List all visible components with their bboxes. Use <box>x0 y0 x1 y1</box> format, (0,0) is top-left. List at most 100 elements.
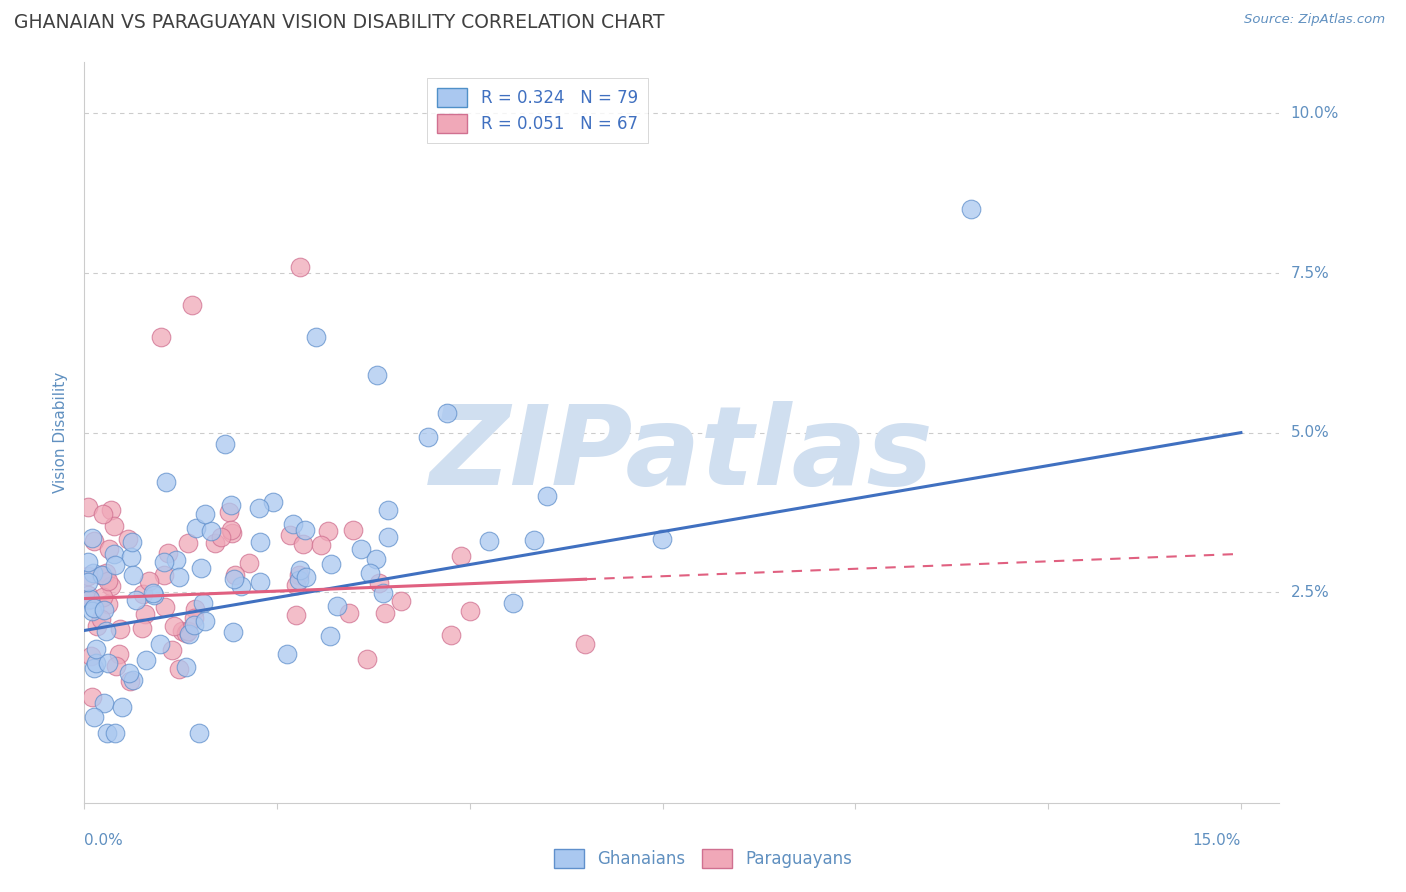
Point <box>262 495 284 509</box>
Point <box>176 660 198 674</box>
Point <box>90 568 112 582</box>
Point <box>218 505 240 519</box>
Point <box>249 575 271 590</box>
Point <box>288 568 311 582</box>
Point <box>97 657 120 671</box>
Point <box>93 602 115 616</box>
Point <box>219 498 242 512</box>
Point <box>153 555 176 569</box>
Point <box>117 533 139 547</box>
Point <box>104 658 127 673</box>
Point <box>157 545 180 559</box>
Point <box>83 601 105 615</box>
Text: 10.0%: 10.0% <box>1291 106 1339 121</box>
Point <box>290 260 312 274</box>
Point <box>214 437 236 451</box>
Point <box>167 570 190 584</box>
Point <box>118 674 141 689</box>
Legend: Ghanaians, Paraguayans: Ghanaians, Paraguayans <box>547 842 859 875</box>
Point <box>309 538 332 552</box>
Point <box>94 566 117 580</box>
Point <box>288 573 311 587</box>
Y-axis label: Vision Disability: Vision Disability <box>53 372 69 493</box>
Point <box>295 570 318 584</box>
Point <box>305 330 328 344</box>
Point <box>118 666 141 681</box>
Point <box>163 619 186 633</box>
Point <box>478 533 501 548</box>
Point <box>458 604 481 618</box>
Point <box>77 592 100 607</box>
Point <box>377 530 399 544</box>
Point <box>374 607 396 621</box>
Point <box>183 610 205 624</box>
Point <box>149 637 172 651</box>
Point <box>83 534 105 549</box>
Point <box>368 576 391 591</box>
Point <box>219 523 242 537</box>
Legend: R = 0.324   N = 79, R = 0.051   N = 67: R = 0.324 N = 79, R = 0.051 N = 67 <box>427 78 648 144</box>
Point <box>165 553 187 567</box>
Point <box>389 594 412 608</box>
Point <box>342 523 364 537</box>
Point <box>184 521 207 535</box>
Point <box>82 566 104 581</box>
Point <box>284 578 307 592</box>
Point <box>221 526 243 541</box>
Point <box>80 649 103 664</box>
Point <box>377 502 399 516</box>
Point <box>82 531 104 545</box>
Point <box>90 568 112 582</box>
Point <box>91 507 114 521</box>
Point <box>153 599 176 614</box>
Point <box>183 617 205 632</box>
Point <box>337 606 360 620</box>
Point <box>121 673 143 687</box>
Point <box>83 709 105 723</box>
Point <box>359 566 381 580</box>
Point <box>285 607 308 622</box>
Point <box>93 591 115 605</box>
Point <box>77 500 100 514</box>
Point <box>194 614 217 628</box>
Point <box>143 588 166 602</box>
Point <box>373 586 395 600</box>
Point <box>125 593 148 607</box>
Point <box>281 517 304 532</box>
Point <box>150 330 173 344</box>
Point <box>86 619 108 633</box>
Point <box>181 298 204 312</box>
Point <box>111 700 134 714</box>
Point <box>222 572 245 586</box>
Point <box>176 626 198 640</box>
Point <box>104 725 127 739</box>
Point <box>350 541 373 556</box>
Point <box>190 561 212 575</box>
Point <box>83 661 105 675</box>
Point <box>183 602 205 616</box>
Point <box>316 524 339 539</box>
Point <box>135 653 157 667</box>
Text: Source: ZipAtlas.com: Source: ZipAtlas.com <box>1244 13 1385 27</box>
Point <box>523 533 546 547</box>
Point <box>209 530 232 544</box>
Point <box>155 475 177 490</box>
Point <box>103 547 125 561</box>
Point <box>418 430 440 444</box>
Point <box>142 586 165 600</box>
Point <box>224 567 246 582</box>
Point <box>104 558 127 573</box>
Point <box>97 574 120 588</box>
Point <box>238 557 260 571</box>
Text: 7.5%: 7.5% <box>1291 266 1329 281</box>
Point <box>356 652 378 666</box>
Point <box>134 607 156 621</box>
Point <box>574 637 596 651</box>
Point <box>77 569 100 583</box>
Point <box>229 579 252 593</box>
Point <box>77 574 100 589</box>
Point <box>132 587 155 601</box>
Point <box>436 407 458 421</box>
Point <box>502 596 524 610</box>
Point <box>131 621 153 635</box>
